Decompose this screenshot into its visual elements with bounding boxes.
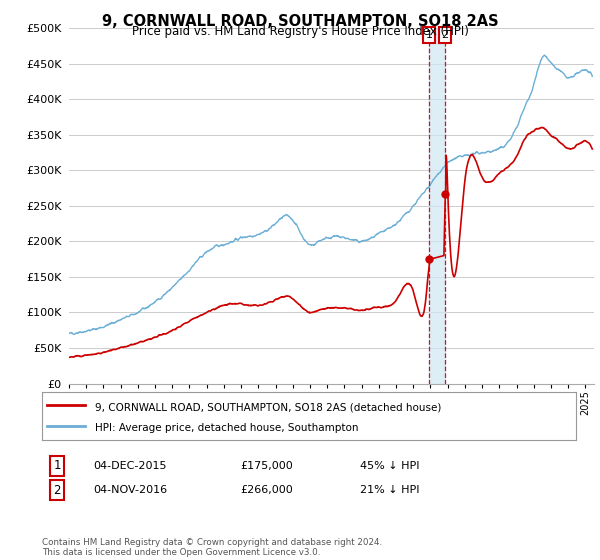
Text: 1: 1 [53,459,61,473]
Text: Price paid vs. HM Land Registry's House Price Index (HPI): Price paid vs. HM Land Registry's House … [131,25,469,38]
Text: 45% ↓ HPI: 45% ↓ HPI [360,461,419,471]
Text: £266,000: £266,000 [240,485,293,495]
Bar [429,28,445,384]
Text: 04-DEC-2015: 04-DEC-2015 [93,461,167,471]
Text: Contains HM Land Registry data © Crown copyright and database right 2024.
This d: Contains HM Land Registry data © Crown c… [42,538,382,557]
Text: 9, CORNWALL ROAD, SOUTHAMPTON, SO18 2AS (detached house): 9, CORNWALL ROAD, SOUTHAMPTON, SO18 2AS … [95,402,442,412]
Text: 21% ↓ HPI: 21% ↓ HPI [360,485,419,495]
Text: 2: 2 [442,30,448,40]
Text: 1: 1 [425,30,433,40]
Text: HPI: Average price, detached house, Southampton: HPI: Average price, detached house, Sout… [95,423,359,433]
Text: 04-NOV-2016: 04-NOV-2016 [93,485,167,495]
Text: 9, CORNWALL ROAD, SOUTHAMPTON, SO18 2AS: 9, CORNWALL ROAD, SOUTHAMPTON, SO18 2AS [101,14,499,29]
Text: £175,000: £175,000 [240,461,293,471]
Text: 2: 2 [53,483,61,497]
